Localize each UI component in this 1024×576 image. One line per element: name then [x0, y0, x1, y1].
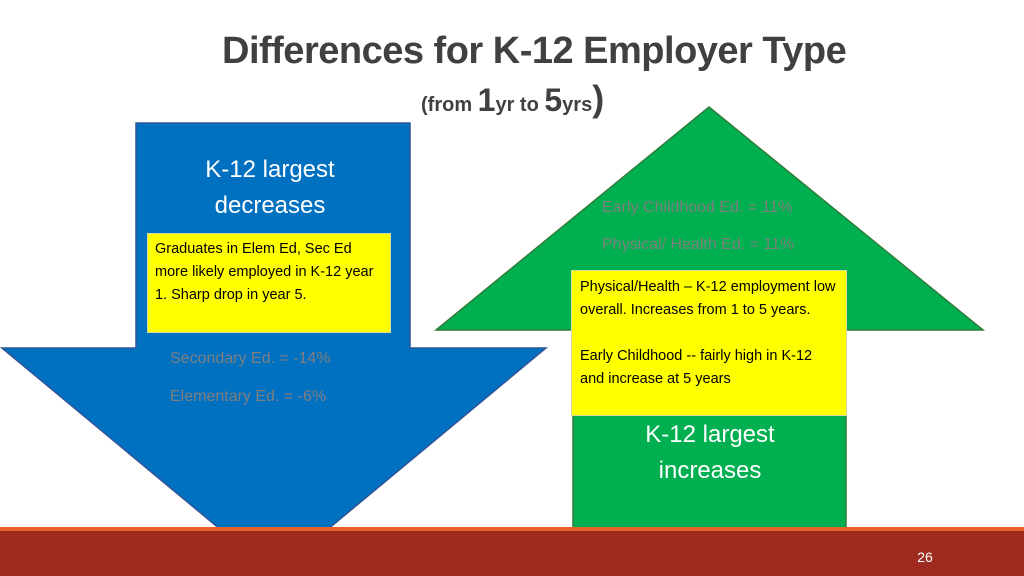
subtitle-start-year: 1: [477, 82, 496, 118]
page-number: 26: [917, 549, 933, 565]
stat-early-childhood-ed: Early Childhood Ed. = 11%: [602, 199, 793, 216]
subtitle-unit-2: yrs: [562, 94, 593, 116]
up-arrow-note-text-1: Physical/Health – K-12 employment low ov…: [580, 279, 836, 318]
down-arrow-heading-line2: decreases: [214, 192, 326, 219]
down-arrow-note-text: Graduates in Elem Ed, Sec Ed more likely…: [155, 241, 374, 303]
up-arrow-note-text-2: Early Childhood -- fairly high in K-12 a…: [580, 348, 813, 387]
up-arrow-heading-line2: increases: [658, 457, 762, 484]
subtitle-unit-1: yr to: [495, 94, 545, 116]
page-title: Differences for K-12 Employer Type: [222, 30, 847, 72]
footer-accent-line: [0, 527, 1024, 531]
down-arrow-shape: [0, 122, 549, 575]
up-arrow-note: Physical/Health – K-12 employment low ov…: [571, 270, 847, 416]
stat-physical-health-ed: Physical/ Health Ed. = 11%: [602, 236, 795, 253]
up-arrow-heading: K-12 largest increases: [610, 417, 810, 489]
down-arrow-heading: K-12 largest decreases: [170, 152, 370, 224]
page-subtitle: (from 1yr to 5yrs): [421, 78, 604, 120]
stat-secondary-ed: Secondary Ed. = -14%: [170, 350, 331, 367]
down-arrow-note: Graduates in Elem Ed, Sec Ed more likely…: [147, 233, 391, 333]
stat-elementary-ed: Elementary Ed. = -6%: [170, 388, 327, 405]
subtitle-end-year: 5: [544, 82, 563, 118]
subtitle-from: (from: [421, 94, 478, 116]
down-arrow-heading-line1: K-12 largest: [205, 156, 335, 183]
footer-bar: [0, 531, 1024, 576]
up-arrow-heading-line1: K-12 largest: [645, 421, 775, 448]
subtitle-close: ): [592, 78, 605, 119]
